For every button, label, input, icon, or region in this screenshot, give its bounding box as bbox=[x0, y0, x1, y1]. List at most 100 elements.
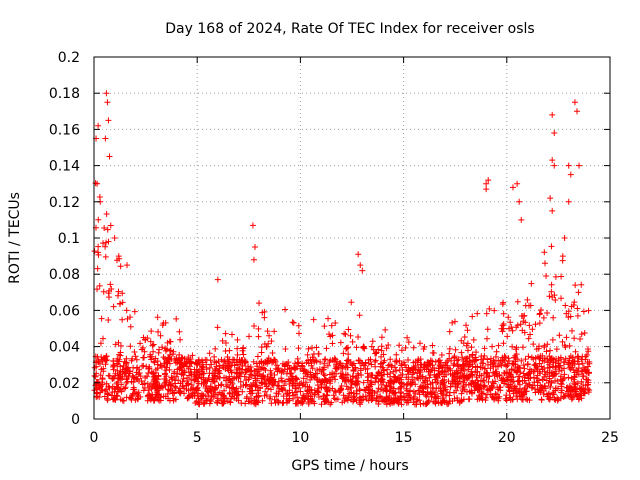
data-point bbox=[372, 363, 379, 370]
data-point bbox=[117, 300, 124, 307]
data-point bbox=[460, 364, 467, 371]
data-point bbox=[117, 363, 124, 370]
data-point bbox=[324, 387, 331, 394]
data-point bbox=[162, 393, 169, 400]
data-point bbox=[349, 398, 356, 405]
data-point bbox=[229, 331, 236, 338]
data-point bbox=[251, 244, 258, 251]
data-point bbox=[458, 390, 465, 397]
data-point bbox=[521, 312, 528, 319]
data-point bbox=[547, 195, 554, 202]
data-point bbox=[420, 364, 427, 371]
data-point bbox=[370, 346, 377, 353]
data-point bbox=[289, 319, 296, 326]
data-point bbox=[463, 322, 470, 329]
data-point bbox=[548, 369, 555, 376]
data-point bbox=[425, 397, 432, 404]
data-point bbox=[461, 334, 468, 341]
data-point bbox=[437, 385, 444, 392]
data-point bbox=[575, 396, 582, 403]
data-point bbox=[302, 383, 309, 390]
data-point bbox=[451, 395, 458, 402]
data-point bbox=[430, 385, 437, 392]
data-point bbox=[500, 340, 507, 347]
data-point bbox=[375, 400, 382, 407]
data-point bbox=[570, 302, 577, 309]
data-point bbox=[94, 180, 101, 187]
data-point bbox=[324, 362, 331, 369]
data-point bbox=[106, 153, 113, 160]
data-point bbox=[253, 393, 260, 400]
chart-title: Day 168 of 2024, Rate Of TEC Index for r… bbox=[165, 21, 534, 37]
data-point bbox=[506, 370, 513, 377]
data-point bbox=[585, 389, 592, 396]
data-point bbox=[102, 243, 109, 250]
data-point bbox=[98, 315, 105, 322]
data-point bbox=[146, 363, 153, 370]
data-point bbox=[578, 356, 585, 363]
data-point bbox=[343, 345, 350, 352]
data-point bbox=[391, 389, 398, 396]
data-point bbox=[516, 389, 523, 396]
data-point bbox=[362, 359, 369, 366]
data-point bbox=[185, 356, 192, 363]
data-point bbox=[428, 393, 435, 400]
data-point bbox=[429, 342, 436, 349]
data-point bbox=[329, 356, 336, 363]
data-point bbox=[468, 344, 475, 351]
data-point bbox=[286, 387, 293, 394]
y-tick-label: 0.04 bbox=[49, 340, 80, 356]
data-point bbox=[146, 391, 153, 398]
data-point bbox=[544, 341, 551, 348]
data-point bbox=[105, 294, 112, 301]
data-point bbox=[117, 342, 124, 349]
data-point bbox=[417, 401, 424, 408]
data-point bbox=[114, 361, 121, 368]
data-point bbox=[354, 378, 361, 385]
data-point bbox=[407, 388, 414, 395]
data-point bbox=[321, 360, 328, 367]
data-point bbox=[138, 346, 145, 353]
data-point bbox=[148, 395, 155, 402]
data-point bbox=[548, 288, 555, 295]
data-point bbox=[548, 378, 555, 385]
data-point bbox=[104, 99, 111, 106]
data-point bbox=[447, 367, 454, 374]
data-point bbox=[473, 349, 480, 356]
data-point bbox=[332, 388, 339, 395]
data-point bbox=[566, 383, 573, 390]
data-point bbox=[326, 359, 333, 366]
data-point bbox=[583, 351, 590, 358]
data-point bbox=[481, 345, 488, 352]
data-point bbox=[249, 222, 256, 229]
data-point bbox=[169, 376, 176, 383]
data-point bbox=[558, 387, 565, 394]
data-point bbox=[365, 389, 372, 396]
data-point bbox=[559, 338, 566, 345]
data-point bbox=[284, 390, 291, 397]
data-point bbox=[550, 314, 557, 321]
data-point bbox=[240, 351, 247, 358]
data-point bbox=[549, 111, 556, 118]
data-point bbox=[568, 327, 575, 334]
data-point bbox=[415, 387, 422, 394]
data-point bbox=[361, 386, 368, 393]
data-point bbox=[266, 332, 273, 339]
data-point bbox=[464, 327, 471, 334]
x-tick-label: 0 bbox=[90, 430, 99, 446]
data-point bbox=[513, 385, 520, 392]
data-point bbox=[483, 180, 490, 187]
data-point bbox=[282, 361, 289, 368]
data-point bbox=[507, 319, 514, 326]
data-point bbox=[270, 376, 277, 383]
data-point bbox=[466, 357, 473, 364]
data-point bbox=[284, 362, 291, 369]
data-point bbox=[332, 319, 339, 326]
data-point bbox=[540, 391, 547, 398]
data-point bbox=[216, 362, 223, 369]
data-point bbox=[312, 357, 319, 364]
data-point bbox=[572, 348, 579, 355]
data-point bbox=[486, 373, 493, 380]
data-point bbox=[111, 235, 118, 241]
